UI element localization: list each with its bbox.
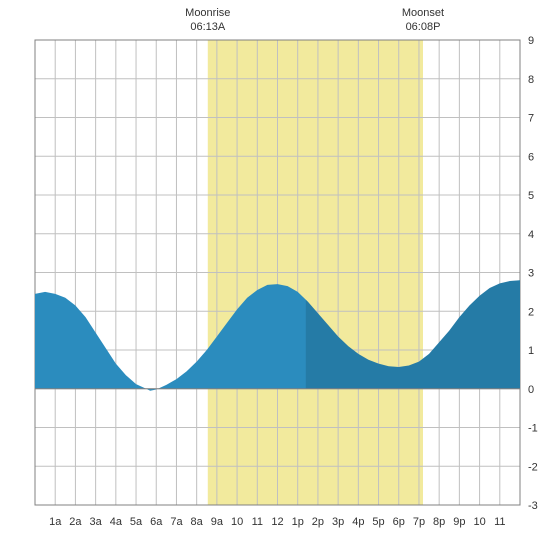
x-tick-label: 3a (90, 516, 103, 528)
x-tick-label: 2p (312, 516, 324, 528)
y-tick-label: 3 (528, 268, 534, 280)
x-tick-label: 8a (191, 516, 204, 528)
x-tick-label: 5p (372, 516, 384, 528)
x-tick-label: 11 (494, 516, 505, 528)
x-tick-label: 1p (292, 516, 304, 528)
event-label-bottom: 06:08P (406, 21, 441, 33)
event-label-top: Moonrise (185, 7, 230, 19)
x-tick-label: 8p (433, 516, 445, 528)
y-tick-label: 0 (528, 384, 534, 396)
x-tick-label: 3p (332, 516, 344, 528)
y-tick-label: 1 (528, 345, 534, 357)
y-tick-label: -3 (528, 500, 538, 512)
y-tick-label: 5 (528, 190, 534, 202)
x-tick-label: 7a (170, 516, 183, 528)
chart-svg: -3-2-101234567891a2a3a4a5a6a7a8a9a101112… (0, 0, 550, 550)
x-tick-label: 2a (69, 516, 82, 528)
x-tick-label: 12 (271, 516, 283, 528)
x-tick-label: 6a (150, 516, 163, 528)
x-tick-label: 6p (393, 516, 405, 528)
y-tick-label: 9 (528, 35, 534, 47)
x-tick-label: 4a (110, 516, 123, 528)
x-tick-label: 7p (413, 516, 425, 528)
tide-chart: -3-2-101234567891a2a3a4a5a6a7a8a9a101112… (0, 0, 550, 550)
x-tick-label: 10 (473, 516, 485, 528)
y-tick-label: 4 (528, 229, 534, 241)
x-tick-label: 11 (252, 516, 263, 528)
x-tick-label: 10 (231, 516, 243, 528)
y-tick-label: 7 (528, 113, 534, 125)
y-tick-label: 2 (528, 306, 534, 318)
x-tick-label: 5a (130, 516, 143, 528)
y-tick-label: 8 (528, 74, 534, 86)
y-tick-label: -1 (528, 423, 538, 435)
y-tick-label: -2 (528, 461, 538, 473)
x-tick-label: 9p (453, 516, 465, 528)
y-tick-label: 6 (528, 151, 534, 163)
x-tick-label: 1a (49, 516, 62, 528)
x-tick-label: 4p (352, 516, 364, 528)
event-label-bottom: 06:13A (190, 21, 226, 33)
event-label-top: Moonset (402, 7, 444, 19)
x-tick-label: 9a (211, 516, 224, 528)
